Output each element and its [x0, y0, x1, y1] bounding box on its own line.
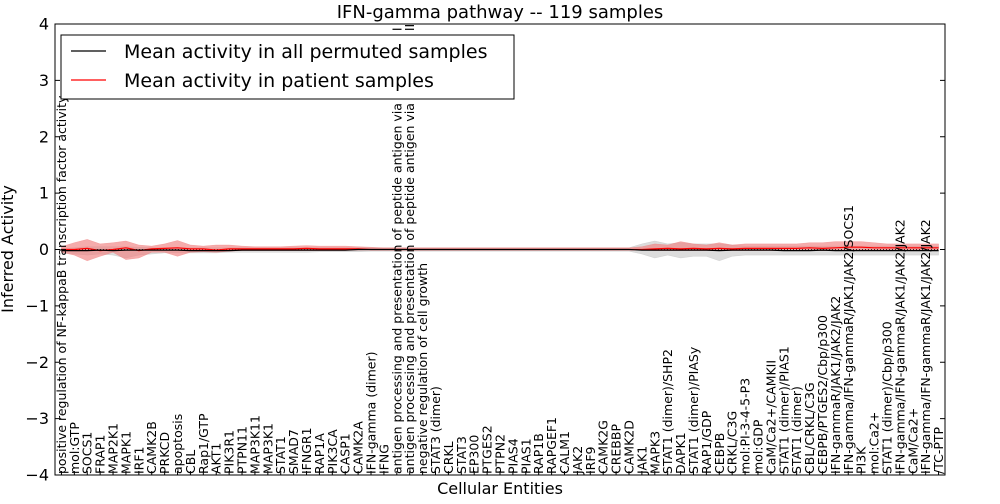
- permuted-mean-line: [61, 248, 939, 252]
- y-tick-label: 2: [39, 127, 49, 146]
- x-tick-label: CAMK2A: [351, 421, 366, 474]
- x-tick-label: JAK1: [634, 446, 649, 475]
- x-tick-label: IFN-gamma/IFN-gammaR/JAK1/JAK2/SOCS1: [841, 205, 856, 474]
- x-tick-label: antigen processing and presentation of p…: [402, 24, 417, 474]
- legend: Mean activity in all permuted samples Me…: [60, 34, 515, 100]
- x-tick-label: PI3K: [854, 446, 869, 474]
- x-tick-label: negative regulation of cell growth: [415, 263, 430, 474]
- y-tick-label: −1: [25, 296, 49, 315]
- y-axis-label: Inferred Activity: [0, 185, 17, 313]
- x-tick-label: IFN-gamma/IFN-gammaR/JAK1/JAK2/JAK2: [892, 219, 907, 474]
- x-tick-label: CRKL/C3G: [725, 411, 740, 474]
- y-tick-label: 0: [39, 240, 49, 259]
- x-tick-label: mol:GTP: [67, 422, 82, 474]
- x-tick-label: STAT1 (dimer)/Cbp/p300: [880, 321, 895, 474]
- legend-label-permuted: Mean activity in all permuted samples: [124, 41, 487, 63]
- x-tick-label: CALM1: [557, 431, 572, 474]
- x-tick-label: IRF1: [131, 446, 146, 474]
- x-axis-label: Cellular Entities: [437, 479, 563, 498]
- x-tick-label: CaM/Ca2+: [905, 408, 920, 474]
- x-tick-label: CRKL: [441, 441, 456, 474]
- y-tick-label: −2: [25, 353, 49, 372]
- x-tick-label: IFNGR1: [299, 427, 314, 474]
- chart-title: IFN-gamma pathway -- 119 samples: [337, 2, 664, 23]
- x-tick-label: IFNG: [376, 444, 391, 474]
- x-tick-label: CAMK2D: [622, 420, 637, 474]
- x-tick-label: DAPK1: [673, 432, 688, 474]
- y-tick-label: −4: [25, 466, 49, 485]
- y-tick-label: −3: [25, 409, 49, 428]
- x-tick-label: IFN-gamma (dimer): [364, 352, 379, 475]
- x-tick-label: CAMK2G: [596, 420, 611, 474]
- x-tick-label: antigen processing and presentation of p…: [389, 27, 404, 474]
- x-tick-label: PTPN11: [235, 426, 250, 474]
- x-tick-label: PIK3R1: [222, 430, 237, 474]
- x-tick-label: mol:GDP: [751, 419, 766, 474]
- x-tick-label: PIAS4: [505, 438, 520, 474]
- x-tick-label: mol:PI-3-4-5-P3: [738, 378, 753, 474]
- x-tick-label: JAK2: [570, 446, 585, 475]
- x-tick-label: STAT1 (dimer)/PIAS1: [776, 346, 791, 474]
- y-tick-label: 4: [39, 15, 49, 34]
- x-tick-label: MAP3K11: [247, 415, 262, 474]
- x-tick-label: CEBPB/PTGES2/Cbp/p300: [815, 315, 830, 474]
- y-tick-label: 1: [39, 184, 49, 203]
- x-tick-label: mol:Ca2+: [867, 412, 882, 474]
- x-tick-label: CBL/CRKL/C3G: [802, 382, 817, 474]
- x-tick-label: CEBPB: [712, 433, 727, 474]
- x-tick-label: PIK3CA: [325, 429, 340, 474]
- x-tick-label: RAP1B: [531, 433, 546, 474]
- x-tick-label: IFN-gamma/IFN-gammaR/JAK1/JAK2/JAK2: [918, 219, 933, 474]
- x-tick-label: MAPK3: [647, 431, 662, 474]
- y-tick-label: 3: [39, 71, 49, 90]
- x-tick-label: positive regulation of NF-kappaB transcr…: [54, 95, 69, 474]
- x-tick-label: FRAP1: [93, 435, 108, 474]
- x-tick-label: SMAD7: [286, 429, 301, 474]
- x-tick-label: STAT1 (dimer): [789, 386, 804, 474]
- x-tick-label: PTGES2: [480, 425, 495, 474]
- x-tick-label: CAMK2B: [144, 421, 159, 474]
- x-tick-label: EP300: [467, 435, 482, 474]
- x-tick-label: IFN-gammaR/JAK1/JAK2/JAK2: [828, 296, 843, 474]
- x-tick-label: CASP1: [338, 433, 353, 474]
- plot-area: −4 −3 −2 −1 0 1 2 3 4 positive regulation of NF-k…: [25, 15, 946, 485]
- x-tick-label: Rap1/GTP: [196, 413, 211, 474]
- x-tick-label: SOCS1: [80, 432, 95, 474]
- x-tick-label: CREBBP: [609, 424, 624, 474]
- x-tick-label: PTPN2: [493, 434, 508, 474]
- x-tick-label: STAT1 (dimer)/SHP2: [660, 349, 675, 474]
- legend-box: [60, 34, 515, 100]
- x-tick-label: STAT1: [273, 436, 288, 474]
- x-tick-label: PRKCD: [157, 432, 172, 474]
- x-tick-label: MAPK1: [118, 431, 133, 474]
- legend-label-patient: Mean activity in patient samples: [124, 70, 434, 92]
- x-tick-label: STAT3: [454, 436, 469, 474]
- x-tick-label: CaM/Ca2+/CAMKII: [763, 360, 778, 474]
- x-tick-label: RAPGEF1: [544, 417, 559, 474]
- x-tick-label: MAP3K1: [260, 423, 275, 474]
- x-tick-label: CBL: [183, 450, 198, 474]
- x-tick-label: STAT1 (dimer)/PIASy: [686, 346, 701, 474]
- x-tick-label: MAP2K1: [106, 423, 121, 474]
- x-tick-label: RAP1/GDP: [699, 410, 714, 474]
- x-tick-label: RAP1A: [312, 433, 327, 474]
- x-tick-label: PIAS1: [518, 438, 533, 474]
- x-tick-label: /TC-PTP: [931, 426, 946, 474]
- x-tick-label: IRF9: [583, 446, 598, 474]
- x-tick-label: apoptosis: [170, 414, 185, 474]
- x-tick-label: AKT1: [209, 443, 224, 474]
- x-tick-label: STAT3 (dimer): [428, 386, 443, 474]
